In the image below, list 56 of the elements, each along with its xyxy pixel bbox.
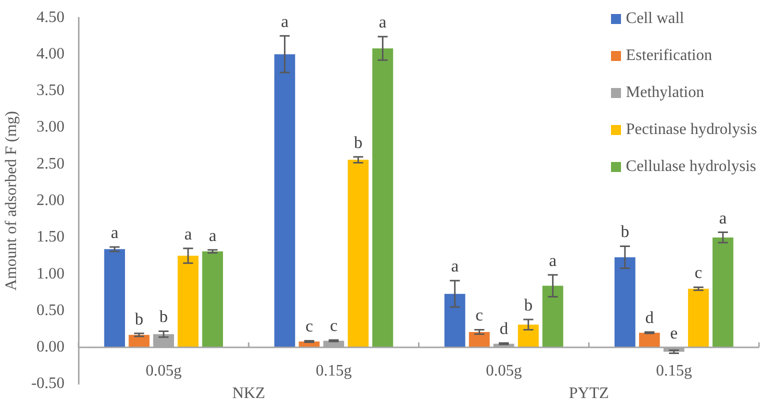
bar <box>542 286 564 348</box>
data-label: b <box>524 295 533 314</box>
data-label: d <box>500 318 509 338</box>
y-tick-label: -0.50 <box>31 375 65 392</box>
legend-label: Esterification <box>626 46 712 64</box>
data-label: a <box>719 208 728 228</box>
y-tick-label: 1.50 <box>36 228 65 246</box>
bar <box>372 48 394 348</box>
data-label: c <box>305 316 314 336</box>
y-axis-title: Amount of adsorbed F (mg) <box>2 111 20 291</box>
text: PYTZ <box>568 385 609 402</box>
y-tick-label: 0.00 <box>36 338 65 356</box>
x-tick-label: 0.15g <box>316 362 352 380</box>
legend-label: Pectinase hydrolysis <box>626 120 757 138</box>
y-tick-label: 2.00 <box>36 192 65 210</box>
bar <box>639 332 660 348</box>
data-label: a <box>280 12 289 31</box>
legend-label: Methylation <box>626 84 704 102</box>
y-tick-label: 4.00 <box>36 45 65 62</box>
bar <box>444 294 466 348</box>
bar <box>348 160 369 348</box>
bar <box>104 249 126 348</box>
x-tick-label: 0.05g <box>486 362 522 380</box>
y-tick-label: 4.50 <box>36 8 65 26</box>
legend-label: Cellulase hydrolysis <box>626 158 756 176</box>
data-label: b <box>159 307 168 326</box>
bar <box>688 288 709 348</box>
y-tick-label: 2.50 <box>36 155 65 172</box>
y-tick-label: 1.00 <box>36 265 65 282</box>
data-label: a <box>549 250 558 270</box>
data-label: a <box>184 224 192 244</box>
data-label: a <box>378 12 387 32</box>
data-label: a <box>110 222 119 242</box>
data-label: b <box>620 222 630 242</box>
y-tick-label: 3.50 <box>36 82 65 100</box>
data-label: d <box>645 308 654 327</box>
legend-label: Cell wall <box>626 10 684 28</box>
text: NKZ <box>232 385 266 402</box>
bar <box>614 257 636 348</box>
data-label: a <box>451 256 460 276</box>
x-tick-label: 0.15g <box>656 362 692 380</box>
data-label: c <box>694 263 703 282</box>
data-label: c <box>476 306 484 325</box>
data-label: b <box>134 309 144 328</box>
bar <box>202 251 223 348</box>
data-label: e <box>670 323 678 342</box>
bar <box>518 324 539 348</box>
data-label: b <box>354 132 362 152</box>
data-label: c <box>330 316 338 335</box>
data-label: a <box>208 226 217 245</box>
x-tick-label: 0.05g <box>146 362 182 380</box>
bar <box>712 237 734 348</box>
y-tick-label: 0.50 <box>36 302 65 319</box>
bar <box>274 54 296 348</box>
y-tick-label: 3.00 <box>36 118 65 136</box>
bar <box>178 256 198 348</box>
